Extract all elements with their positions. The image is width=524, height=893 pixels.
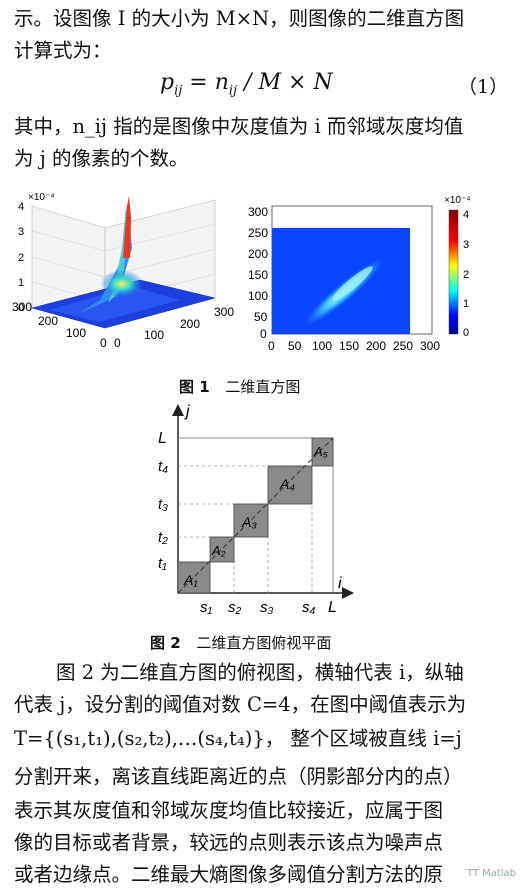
colorbar-tick-2: 2 <box>463 269 469 281</box>
para3-line7: 或者边缘点。二维最大熵图像多阈值分割方法的原 <box>14 863 444 886</box>
t2-label: t₂ <box>158 529 168 546</box>
axis-L-y: L <box>158 430 167 447</box>
axis-L-x: L <box>328 599 337 616</box>
heatmap-ytick-200: 200 <box>248 247 268 261</box>
para3-line3: T={(s₁,t₁),(s₂,t₂),…(s₄,t₄)}， 整个区域被直线 i=… <box>14 727 462 750</box>
colorbar-tick-4: 4 <box>463 209 469 221</box>
surface-ytick-300: 300 <box>12 300 32 314</box>
watermark: TT Matlab <box>466 868 516 879</box>
surface-ytick-100: 100 <box>66 326 86 340</box>
surface-xtick-0: 0 <box>114 336 121 350</box>
t4-label: t₄ <box>158 458 168 475</box>
surface-ztick-0: 0 <box>18 302 24 314</box>
region-A1: A₁ <box>183 572 198 588</box>
heatmap-ytick-250: 250 <box>248 226 268 240</box>
colorbar-tick-3: 3 <box>463 239 469 251</box>
t1-label: t₁ <box>158 555 167 572</box>
para2-line2: 为 j 的像素的个数。 <box>14 147 189 170</box>
para1-line1: 示。设图像 I 的大小为 M×N，则图像的二维直方图 <box>14 7 465 30</box>
heatmap-ytick-100: 100 <box>248 289 268 303</box>
para1-line2: 计算式为： <box>14 39 112 62</box>
region-A5: A₅ <box>313 444 329 459</box>
surface-ztick-4: 4 <box>18 201 24 213</box>
surface-ytick-0: 0 <box>100 336 107 350</box>
colorbar-tick-0: 0 <box>463 327 469 339</box>
colorbar-tick-1: 1 <box>463 298 469 310</box>
axis-i-label: i <box>338 575 342 592</box>
region-A3: A₃ <box>241 514 257 530</box>
surface-xtick-100: 100 <box>144 328 164 342</box>
surface-ztick-3: 3 <box>18 226 24 238</box>
para3-line6: 像的目标或者背景，较远的点则表示该点为噪声点 <box>14 831 444 854</box>
s1-label: s₁ <box>200 599 213 616</box>
s4-label: s₄ <box>302 599 316 616</box>
surface-xtick-200: 200 <box>180 317 200 331</box>
s2-label: s₂ <box>228 599 242 616</box>
heatmap-scale-label: ×10⁻⁴ <box>444 195 471 206</box>
equation-number: （1） <box>458 76 509 98</box>
surface-xtick-300: 300 <box>214 305 234 319</box>
heatmap-xtick-250: 250 <box>393 339 413 353</box>
para3-line2: 代表 j，设分割的阈值对数 C=4，在图中阈值表示为 <box>14 693 467 716</box>
heatmap-ytick-0: 0 <box>260 327 267 341</box>
heatmap-xtick-50: 50 <box>288 339 302 353</box>
figure1-heatmap: ×10⁻⁴ 4 3 2 1 0 300 250 200 150 100 50 0… <box>248 195 471 353</box>
surface-scale-label: ×10⁻⁴ <box>28 192 55 203</box>
figure1-surface-plot: ×10⁻⁴ 4 3 2 1 0 300 200 100 0 0 100 200 … <box>12 192 234 350</box>
heatmap-ytick-50: 50 <box>254 310 268 324</box>
para3-line5: 表示其灰度值和邻域灰度均值比较接近，应属于图 <box>14 799 444 822</box>
figure2-diagram: A₁ A₂ A₃ A₄ A₅ j i L L t₁ t₂ t₃ t₄ s₁ s₂… <box>158 403 354 616</box>
surface-ztick-1: 1 <box>18 277 24 289</box>
para3-line1: 图 2 为二维直方图的俯视图，横轴代表 i，纵轴 <box>56 661 464 684</box>
region-A4: A₄ <box>279 476 295 492</box>
surface-ztick-2: 2 <box>18 252 24 264</box>
formula-1: pij = nij / M × N <box>160 70 333 99</box>
heatmap-xtick-200: 200 <box>366 339 386 353</box>
s3-label: s₃ <box>260 599 274 616</box>
heatmap-xtick-300: 300 <box>420 339 440 353</box>
figure1-caption: 图 1 二维直方图 <box>179 378 301 396</box>
heatmap-xtick-150: 150 <box>339 339 359 353</box>
heatmap-xtick-0: 0 <box>268 339 275 353</box>
t3-label: t₃ <box>158 496 168 513</box>
para2-line1: 其中，n_ij 指的是图像中灰度值为 i 而邻域灰度均值 <box>14 115 464 138</box>
heatmap-xtick-100: 100 <box>312 339 332 353</box>
para3-line4: 分割开来，离该直线距离近的点（阴影部分内的点） <box>14 765 463 788</box>
region-A2: A₂ <box>211 543 226 558</box>
figure2-caption: 图 2 二维直方图俯视平面 <box>150 634 332 652</box>
heatmap-ytick-300: 300 <box>248 205 268 219</box>
surface-ytick-200: 200 <box>38 314 58 328</box>
axis-j-label: j <box>184 403 190 420</box>
heatmap-ytick-150: 150 <box>248 268 268 282</box>
